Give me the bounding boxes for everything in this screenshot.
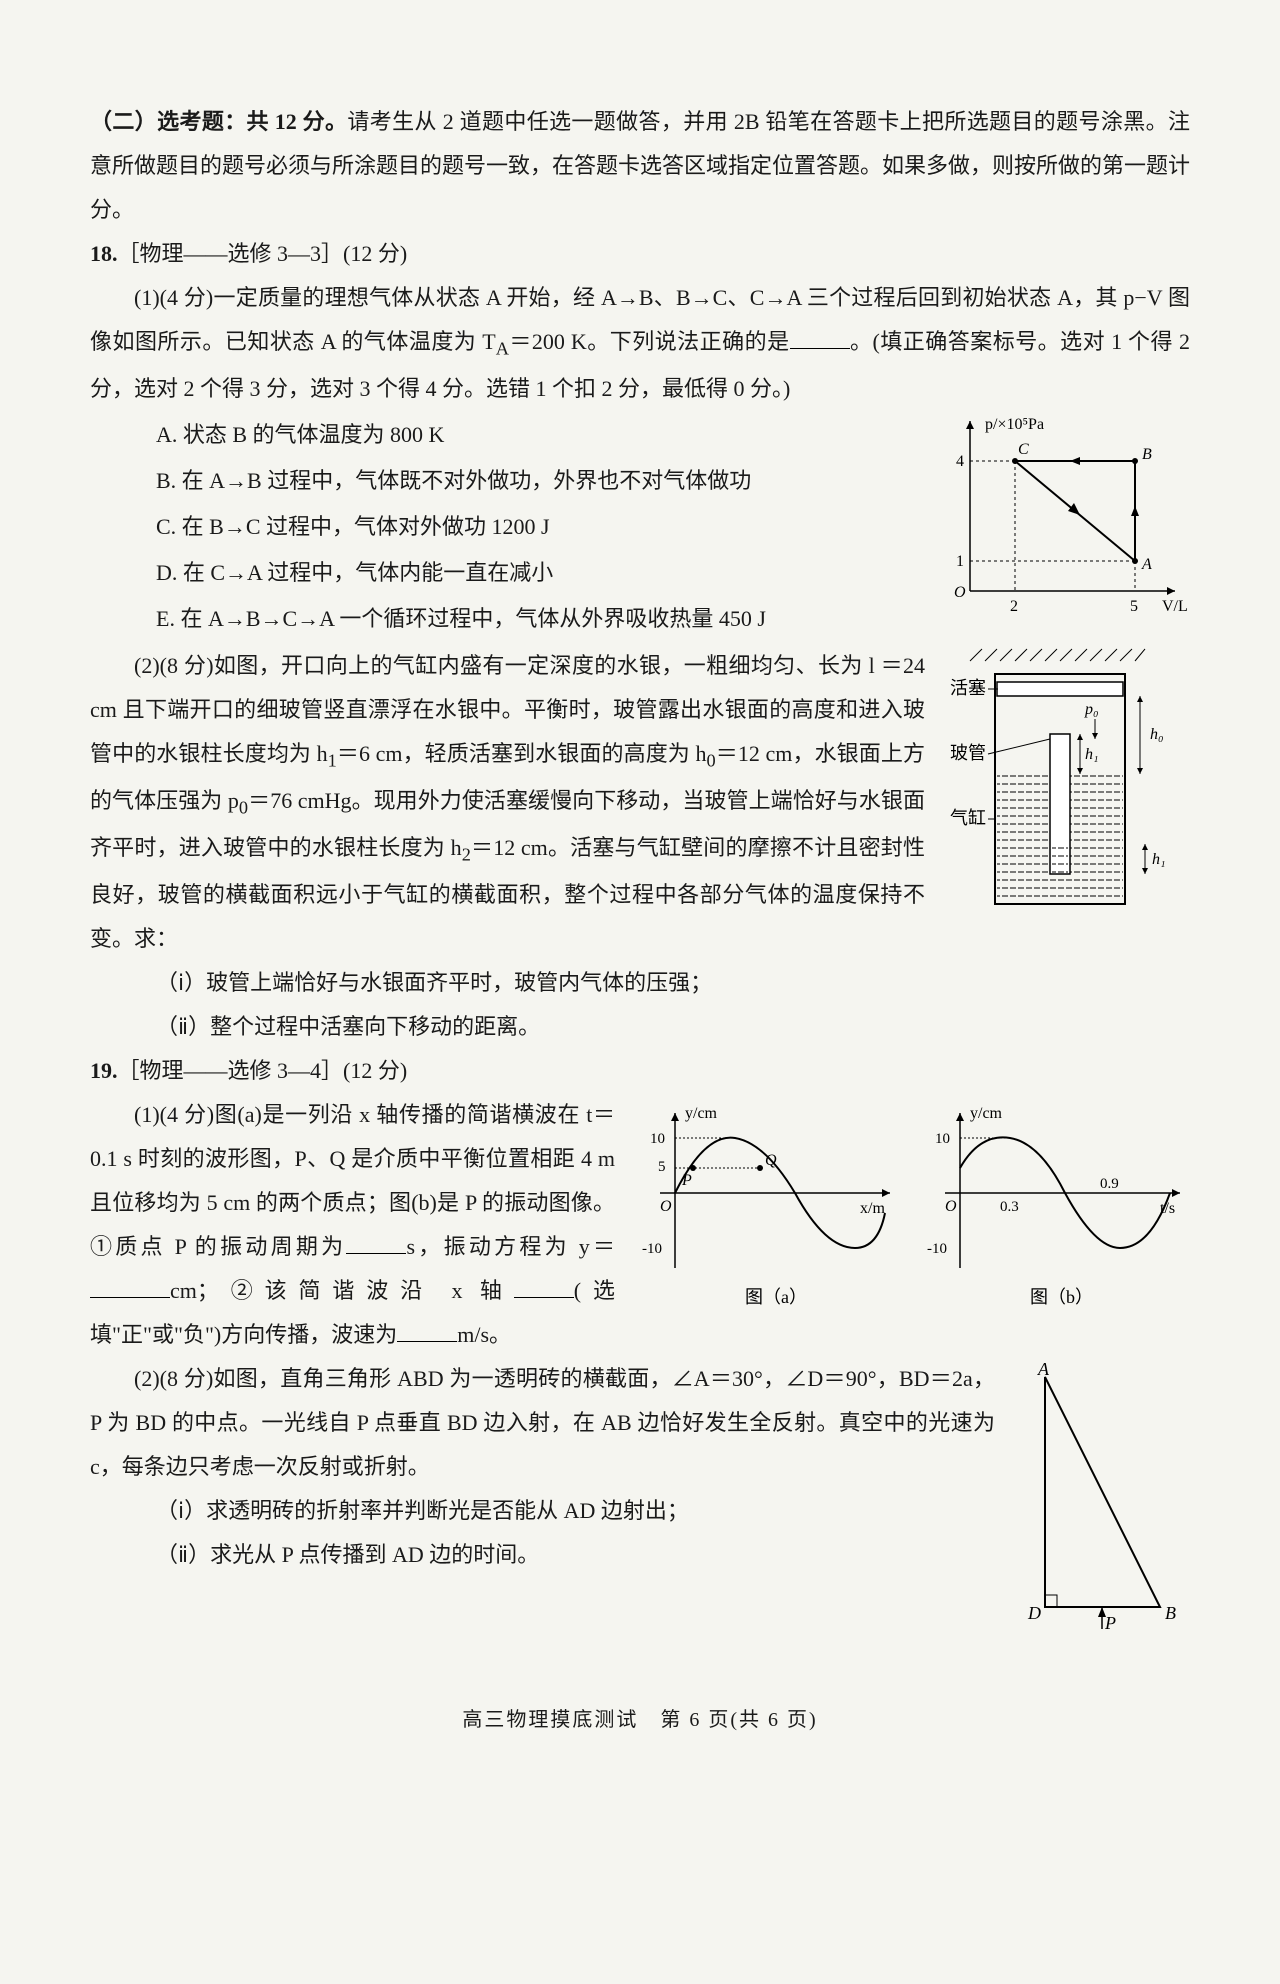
- svg-text:0.9: 0.9: [1100, 1176, 1119, 1192]
- q18-topic: ［物理——选修 3—3］(12 分): [118, 241, 408, 266]
- svg-text:x/m: x/m: [860, 1200, 885, 1217]
- q18-header: 18.［物理——选修 3—3］(12 分): [90, 232, 1190, 276]
- svg-text:图（a）: 图（a）: [745, 1287, 807, 1307]
- svg-text:h₀: h₀: [1150, 726, 1164, 743]
- svg-text:5: 5: [658, 1159, 666, 1175]
- svg-text:-10: -10: [642, 1241, 662, 1257]
- svg-text:玻管: 玻管: [950, 743, 986, 763]
- svg-text:0.3: 0.3: [1000, 1199, 1019, 1215]
- svg-text:A: A: [1037, 1359, 1050, 1379]
- triangle-figure: A B D P: [1010, 1357, 1190, 1652]
- svg-text:O: O: [660, 1198, 672, 1215]
- q19-topic: ［物理——选修 3—4］(12 分): [118, 1058, 408, 1083]
- svg-text:4: 4: [956, 453, 964, 470]
- q18-p2-qii: （ⅱ）整个过程中活塞向下移动的距离。: [90, 1005, 1190, 1049]
- svg-text:10: 10: [650, 1131, 665, 1147]
- svg-text:C: C: [1018, 441, 1029, 458]
- svg-text:O: O: [954, 584, 966, 601]
- svg-text:y/cm: y/cm: [685, 1105, 718, 1122]
- cylinder-figure: 活塞 玻管 气缸 h₀ h₁ h₁: [940, 644, 1190, 939]
- svg-text:O: O: [945, 1198, 957, 1215]
- svg-text:图（b）: 图（b）: [1030, 1287, 1093, 1307]
- svg-text:B: B: [1165, 1603, 1176, 1623]
- q19-number: 19.: [90, 1058, 118, 1083]
- svg-text:h₁: h₁: [1152, 851, 1166, 868]
- q18-p2-qi: （ⅰ）玻管上端恰好与水银面齐平时，玻管内气体的压强；: [90, 961, 1190, 1005]
- svg-text:Q: Q: [765, 1152, 777, 1169]
- svg-text:5: 5: [1130, 598, 1138, 615]
- svg-text:2: 2: [1010, 598, 1018, 615]
- q18-number: 18.: [90, 241, 118, 266]
- svg-text:-10: -10: [927, 1241, 947, 1257]
- x-axis-label: V/L: [1162, 598, 1188, 615]
- svg-text:y/cm: y/cm: [970, 1105, 1003, 1122]
- pv-graph: p/×10⁵Pa V/L O 4 1 2 5: [940, 411, 1190, 636]
- q18-p1-text: (1)(4 分)一定质量的理想气体从状态 A 开始，经 A→B、B→C、C→A …: [90, 276, 1190, 411]
- svg-text:B: B: [1142, 446, 1152, 463]
- svg-text:10: 10: [935, 1131, 950, 1147]
- svg-text:P: P: [1104, 1613, 1116, 1633]
- svg-text:t/s: t/s: [1160, 1200, 1175, 1217]
- q19-header: 19.［物理——选修 3—4］(12 分): [90, 1049, 1190, 1093]
- svg-text:活塞: 活塞: [950, 678, 986, 698]
- svg-text:h₁: h₁: [1085, 746, 1099, 763]
- svg-text:A: A: [1141, 556, 1152, 573]
- svg-text:1: 1: [956, 553, 964, 570]
- svg-text:p₀: p₀: [1084, 701, 1099, 718]
- section-title: （二）选考题：共 12 分。: [90, 109, 347, 134]
- blank: [790, 327, 850, 349]
- section-header: （二）选考题：共 12 分。请考生从 2 道题中任选一题做答，并用 2B 铅笔在…: [90, 100, 1190, 232]
- svg-text:P: P: [681, 1172, 692, 1189]
- y-axis-label: p/×10⁵Pa: [985, 416, 1044, 433]
- page-footer: 高三物理摸底测试 第 6 页(共 6 页): [90, 1700, 1190, 1740]
- wave-figures: y/cm x/m O 10 5 -10 P Q 图（a）: [630, 1093, 1190, 1328]
- svg-text:D: D: [1027, 1603, 1041, 1623]
- svg-text:气缸: 气缸: [950, 807, 986, 828]
